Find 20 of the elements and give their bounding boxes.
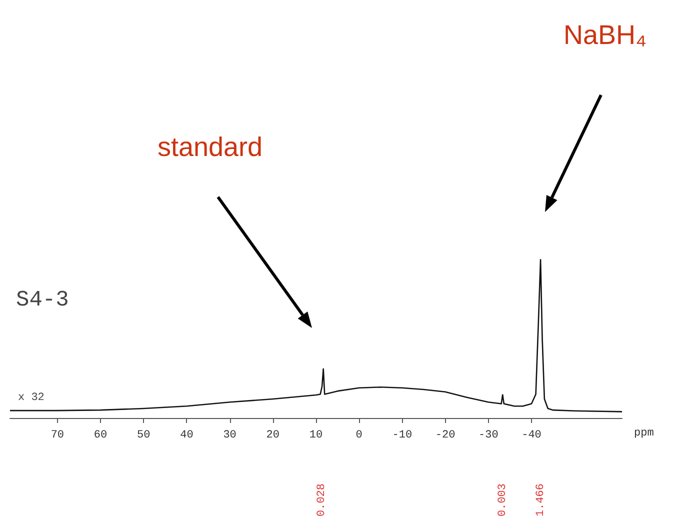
x-tick-label: -20 xyxy=(435,430,456,442)
text: 0.028 xyxy=(316,483,328,517)
text: NaBH₄ xyxy=(563,20,647,50)
x-tick-label: -40 xyxy=(522,430,542,442)
annotation: x 32 xyxy=(18,392,44,404)
x-tick-label: -10 xyxy=(392,430,412,442)
x-tick-label: -30 xyxy=(478,430,498,442)
x-tick-label: 30 xyxy=(223,430,236,442)
x-tick-label: 20 xyxy=(266,430,280,442)
x-tick-label: 50 xyxy=(137,430,150,442)
text: standard xyxy=(157,132,263,162)
x-tick-label: 0 xyxy=(356,430,362,442)
text: 0.003 xyxy=(497,483,509,517)
text: 1.466 xyxy=(535,483,547,517)
x-tick-label: 40 xyxy=(180,430,194,442)
x-tick-label: 60 xyxy=(94,430,108,442)
annotation: S4-3 xyxy=(16,288,69,312)
x-tick-label: 70 xyxy=(50,430,64,442)
x-tick-label: 10 xyxy=(309,430,323,442)
x-axis-title: ppm xyxy=(634,428,654,440)
